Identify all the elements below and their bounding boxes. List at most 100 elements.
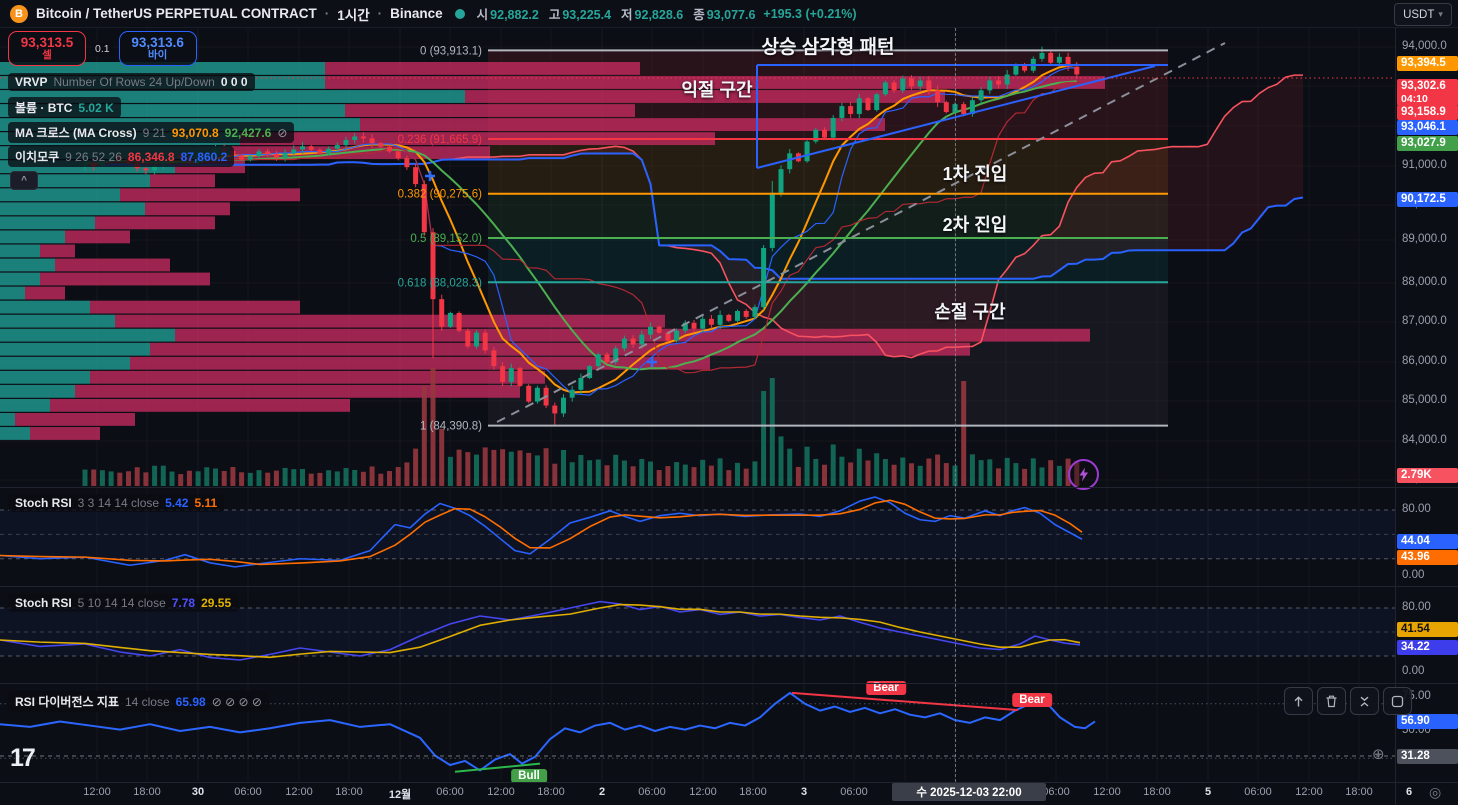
- divergence-label-bear[interactable]: Bear: [1012, 693, 1052, 707]
- sell-button[interactable]: 93,313.5 셀: [8, 31, 86, 66]
- time-axis-border: [0, 782, 1458, 783]
- legend-ma-cross[interactable]: MA 크로스 (MA Cross) 9 21 93,070.8 92,427.6 …: [8, 122, 295, 143]
- time-axis-label: 06:00: [638, 786, 666, 798]
- legend-rsi-divergence[interactable]: RSI 다이버전스 지표 14 close 65.98 ⊘ ⊘ ⊘ ⊘: [8, 691, 269, 712]
- time-axis-label: 18:00: [739, 786, 767, 798]
- price-badge: 43.96: [1397, 549, 1458, 565]
- main-chart-canvas[interactable]: 0 (93,913.1) 0.236 (91,665.9) 0.382 (90,27…: [0, 0, 1396, 782]
- currency-selector[interactable]: USDT ▾: [1394, 3, 1452, 26]
- delete-pane-button[interactable]: [1317, 687, 1346, 715]
- axis-tick-label: 0.00: [1402, 569, 1425, 581]
- time-axis-label: 12:00: [689, 786, 717, 798]
- svg-text:0.382 (90,275.6): 0.382 (90,275.6): [398, 189, 483, 201]
- axis-tick-label: 88,000.0: [1402, 276, 1447, 288]
- price-axis-border: [1395, 0, 1396, 805]
- divergence-label-bull[interactable]: Bull: [511, 769, 547, 783]
- title-separator: ·: [377, 6, 383, 21]
- move-pane-up-button[interactable]: [1284, 687, 1313, 715]
- time-axis-label: 18:00: [335, 786, 363, 798]
- annotation-entry-1[interactable]: 1차 진입: [942, 164, 1008, 184]
- timeframe-button[interactable]: 1시간: [337, 7, 370, 23]
- svg-text:0.236 (91,665.9): 0.236 (91,665.9): [398, 134, 483, 146]
- time-axis-label: 18:00: [537, 786, 565, 798]
- price-badge: 93,046.1: [1397, 119, 1458, 135]
- legend-volume[interactable]: 볼륨 · BTC 5.02 K: [8, 97, 121, 118]
- axis-tick-label: 89,000.0: [1402, 233, 1447, 245]
- price-badge: 41.54: [1397, 621, 1458, 637]
- time-axis-label: 2: [598, 786, 606, 798]
- time-axis-label: 12:00: [487, 786, 515, 798]
- ohlc-readout: 시 92,882.2 고 93,225.4 저 92,828.6 종 93,077.6: [476, 8, 756, 22]
- time-axis-label: 12:00: [83, 786, 111, 798]
- exchange-label: Binance: [390, 6, 443, 21]
- axis-tick-label: 80.00: [1402, 601, 1431, 613]
- symbol-title[interactable]: Bitcoin / TetherUS PERPETUAL CONTRACT: [36, 6, 317, 21]
- price-badge: 93,158.9: [1397, 104, 1458, 120]
- price-badge: 31.28: [1397, 748, 1458, 764]
- time-axis-label: 12월: [388, 789, 412, 801]
- time-axis-label: 06:00: [1244, 786, 1272, 798]
- collapse-pane-button[interactable]: [1350, 687, 1379, 715]
- axis-tick-label: 87,000.0: [1402, 315, 1447, 327]
- price-badge: 93,027.9: [1397, 135, 1458, 151]
- axis-tick-label: 94,000.0: [1402, 40, 1447, 52]
- time-axis-label: 18:00: [133, 786, 161, 798]
- pane-separator[interactable]: [0, 586, 1458, 587]
- pane-toolbar: [1284, 687, 1412, 715]
- spread-label: 0.1: [92, 41, 113, 56]
- svg-text:0.618 (88,028.3): 0.618 (88,028.3): [398, 277, 483, 289]
- time-axis-label: 6: [1405, 786, 1413, 798]
- crosshair-time-badge: 수 2025-12-03 22:00: [892, 783, 1046, 801]
- add-alert-plus-icon[interactable]: ⊕: [1372, 746, 1385, 763]
- annotation-entry-2[interactable]: 2차 진입: [942, 215, 1008, 235]
- chevron-down-icon: ▾: [1438, 9, 1443, 19]
- tradingview-logo[interactable]: 17: [10, 744, 36, 772]
- legend-vrvp[interactable]: VRVP Number Of Rows 24 Up/Down 0 0 0: [8, 73, 255, 91]
- title-separator: ·: [324, 6, 330, 21]
- price-badge: 93,394.5: [1397, 55, 1458, 71]
- timezone-target-icon[interactable]: ◎: [1429, 784, 1442, 800]
- hide-indicator-icon[interactable]: ⊘: [277, 125, 288, 140]
- axis-tick-label: 84,000.0: [1402, 434, 1447, 446]
- divergence-label-bear[interactable]: Bear: [866, 681, 906, 695]
- quick-trade-lightning-button[interactable]: [1068, 459, 1099, 490]
- annotation-stop-loss-zone[interactable]: 손절 구간: [934, 302, 1006, 322]
- collapse-legends-button[interactable]: ^: [10, 171, 38, 190]
- price-badge: 56.90: [1397, 713, 1458, 729]
- trade-panel: 93,313.5 셀 0.1 93,313.6 바이: [8, 31, 197, 66]
- pane-separator[interactable]: [0, 487, 1458, 488]
- price-badge: 34.22: [1397, 639, 1458, 655]
- legend-stoch-rsi-2[interactable]: Stoch RSI 5 10 14 14 close 7.78 29.55: [8, 594, 239, 612]
- time-axis-label: 06:00: [234, 786, 262, 798]
- legend-stoch-rsi-1[interactable]: Stoch RSI 3 3 14 14 close 5.42 5.11: [8, 494, 225, 512]
- price-badge: 2.79K: [1397, 467, 1458, 483]
- axis-tick-label: 91,000.0: [1402, 159, 1447, 171]
- time-axis[interactable]: 12:00 18:00 30 06:00 12:00 18:00 12월 06:00 12:00…: [0, 782, 1412, 805]
- price-axis[interactable]: 94,000.093,000.092,000.091,000.090,000.0…: [1396, 0, 1458, 805]
- time-axis-label: 12:00: [1093, 786, 1121, 798]
- time-axis-label: 18:00: [1345, 786, 1373, 798]
- axis-tick-label: 86,000.0: [1402, 355, 1447, 367]
- svg-text:0 (93,913.1): 0 (93,913.1): [420, 45, 482, 57]
- price-badge: 93,302.6 04:10: [1397, 78, 1458, 106]
- time-axis-label: 5: [1204, 786, 1212, 798]
- pane-separator[interactable]: [0, 683, 1458, 684]
- buy-button[interactable]: 93,313.6 바이: [118, 31, 197, 66]
- axis-tick-label: 80.00: [1402, 503, 1431, 515]
- time-axis-label: 30: [191, 786, 205, 798]
- annotation-take-profit-zone[interactable]: 익절 구간: [681, 80, 753, 100]
- time-axis-label: 3: [800, 786, 808, 798]
- time-axis-label: 12:00: [285, 786, 313, 798]
- price-badge: 44.04: [1397, 533, 1458, 549]
- time-axis-label: 06:00: [436, 786, 464, 798]
- svg-text:0.5 (89,152.0): 0.5 (89,152.0): [410, 233, 482, 245]
- hide-indicator-icon[interactable]: ⊘ ⊘ ⊘ ⊘: [211, 694, 262, 709]
- annotation-ascending-triangle[interactable]: 상승 삼각형 패턴: [761, 37, 895, 58]
- legend-ichimoku[interactable]: 이치모쿠 9 26 52 26 86,346.8 87,860.2: [8, 146, 235, 167]
- time-axis-label: 12:00: [1295, 786, 1323, 798]
- maximize-pane-button[interactable]: [1383, 687, 1412, 715]
- time-axis-label: 06:00: [840, 786, 868, 798]
- price-change-label: +195.3 (+0.21%): [763, 6, 857, 21]
- crosshair-vertical-line: [955, 28, 956, 782]
